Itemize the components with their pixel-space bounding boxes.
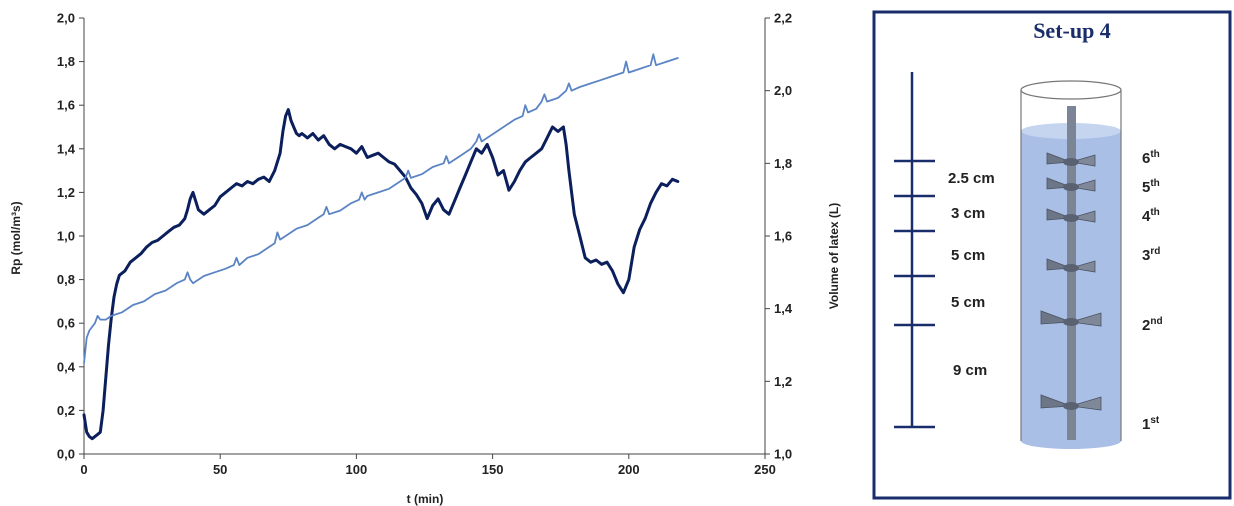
x-axis-tick-labels: 0 50 100 150 200 250 bbox=[80, 454, 776, 477]
impeller-blade-set bbox=[1046, 258, 1096, 273]
x-tick-label: 200 bbox=[618, 462, 640, 477]
impeller-blade-set bbox=[1046, 152, 1096, 167]
y-tick-label: 1,4 bbox=[57, 141, 76, 156]
reactor-vessel bbox=[1020, 80, 1122, 449]
impeller-label: 2nd bbox=[1142, 316, 1163, 334]
y-tick-label: 0,0 bbox=[57, 447, 75, 462]
y2-axis-title: Volume of latex (L) bbox=[827, 203, 841, 309]
y2-tick-label: 1,4 bbox=[774, 301, 793, 316]
impeller-blade-set bbox=[1046, 177, 1096, 192]
y2-tick-label: 1,6 bbox=[774, 229, 792, 244]
impeller-label: 5th bbox=[1142, 178, 1160, 196]
measurement-label: 5 cm bbox=[951, 247, 985, 264]
y2-tick-label: 2,0 bbox=[774, 83, 792, 98]
setup-title: Set-up 4 bbox=[1033, 18, 1111, 43]
x-tick-label: 250 bbox=[754, 462, 776, 477]
y-tick-label: 0,4 bbox=[57, 359, 76, 374]
measurement-ruler: 2.5 cm 3 cm 5 cm 5 cm 9 cm bbox=[894, 72, 995, 429]
series-lines bbox=[82, 53, 680, 441]
ruler-labels: 2.5 cm 3 cm 5 cm 5 cm 9 cm bbox=[948, 170, 995, 379]
impeller-labels: 6th 5th 4th 3rd 2nd 1st bbox=[1142, 149, 1163, 433]
x-tick-label: 150 bbox=[482, 462, 504, 477]
y-axis-title: Rp (mol/m³s) bbox=[9, 201, 23, 274]
y2-tick-label: 1,0 bbox=[774, 447, 792, 462]
rp-volume-chart: 0 50 100 150 200 250 0,0 0,2 0,4 0,6 0,8 1,0 1,2 1,4… bbox=[9, 11, 841, 506]
volume-series-line bbox=[83, 53, 679, 365]
y-axis-tick-labels: 0,0 0,2 0,4 0,6 0,8 1,0 1,2 1,4 1,6 1,8 2,0 bbox=[57, 11, 84, 462]
y-tick-label: 1,6 bbox=[57, 98, 75, 113]
y-tick-label: 0,8 bbox=[57, 272, 75, 287]
measurement-label: 9 cm bbox=[953, 362, 987, 379]
vessel-rim bbox=[1020, 80, 1122, 100]
y2-axis-tick-labels: 1,0 1,2 1,4 1,6 1,8 2,0 2,2 bbox=[765, 11, 793, 462]
y-tick-label: 0,2 bbox=[57, 403, 75, 418]
y2-tick-label: 2,2 bbox=[774, 11, 792, 26]
rp-series-line bbox=[82, 108, 680, 441]
setup-diagram: Set-up 4 2.5 cm 3 cm 5 cm 5 cm 9 cm 6th 5th 4t… bbox=[872, 10, 1232, 500]
liquid-bottom bbox=[1021, 433, 1121, 449]
impeller-blade-set bbox=[1046, 208, 1096, 223]
x-axis-title: t (min) bbox=[407, 492, 444, 506]
y2-tick-label: 1,8 bbox=[774, 156, 792, 171]
y-tick-label: 1,2 bbox=[57, 185, 75, 200]
y-tick-label: 2,0 bbox=[57, 11, 75, 26]
impeller-blade-set bbox=[1040, 310, 1102, 327]
x-tick-label: 50 bbox=[213, 462, 227, 477]
measurement-label: 5 cm bbox=[951, 294, 985, 311]
y-tick-label: 1,8 bbox=[57, 54, 75, 69]
x-tick-label: 100 bbox=[346, 462, 368, 477]
measurement-label: 3 cm bbox=[951, 205, 985, 222]
y-tick-label: 0,6 bbox=[57, 316, 75, 331]
impeller-label: 6th bbox=[1142, 149, 1160, 167]
measurement-label: 2.5 cm bbox=[948, 170, 995, 187]
impeller-shaft bbox=[1067, 106, 1076, 440]
ruler-ticks bbox=[894, 159, 935, 429]
impeller-label: 1st bbox=[1142, 415, 1160, 433]
impeller-blade-set bbox=[1040, 394, 1102, 411]
impeller-label: 4th bbox=[1142, 207, 1160, 225]
y2-tick-label: 1,2 bbox=[774, 374, 792, 389]
impellers bbox=[1040, 152, 1102, 411]
impeller-label: 3rd bbox=[1142, 246, 1160, 264]
y-tick-label: 1,0 bbox=[57, 229, 75, 244]
x-tick-label: 0 bbox=[80, 462, 87, 477]
